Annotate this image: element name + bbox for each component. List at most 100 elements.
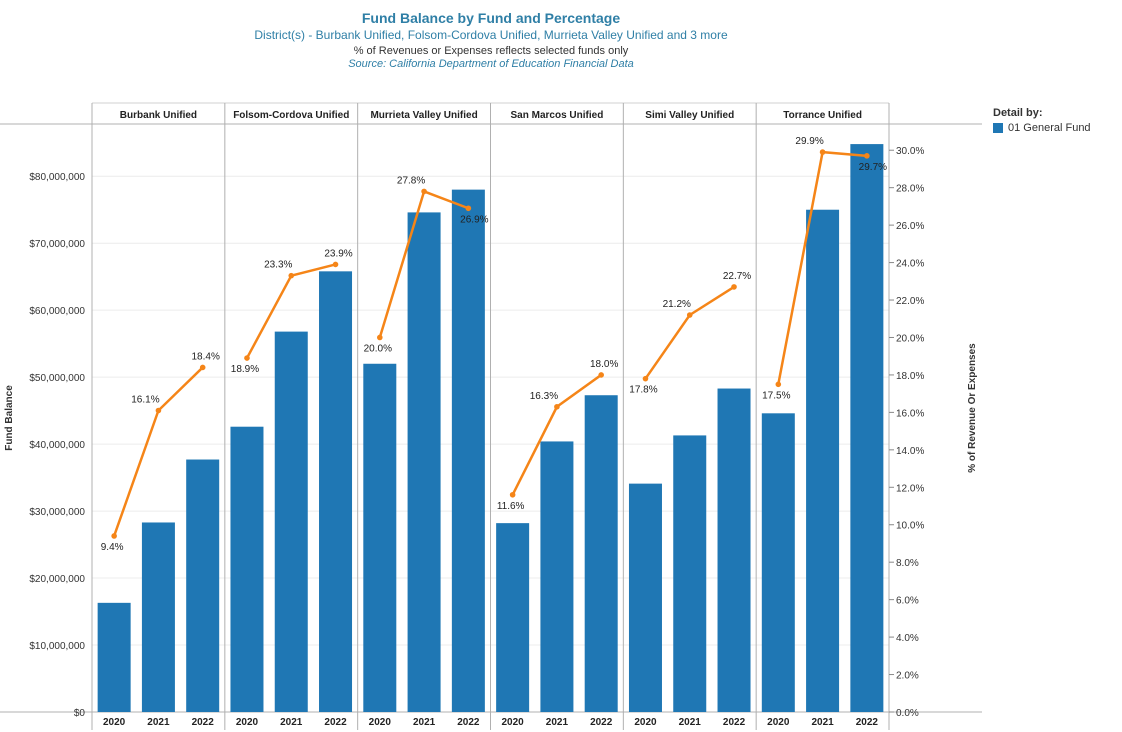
x-tick-label: 2022 — [856, 717, 879, 728]
y2-tick-label: 2.0% — [896, 671, 919, 682]
bar — [673, 435, 707, 712]
y2-tick-label: 22.0% — [896, 296, 924, 307]
y-axis-title: Fund Balance — [4, 385, 15, 451]
legend: Detail by: 01 General Fund — [993, 107, 1091, 134]
pct-data-label: 16.3% — [530, 391, 558, 402]
y2-tick-label: 26.0% — [896, 221, 924, 232]
x-tick-label: 2021 — [679, 717, 702, 728]
legend-item[interactable]: 01 General Fund — [993, 122, 1091, 134]
x-tick-label: 2021 — [413, 717, 436, 728]
x-tick-label: 2022 — [723, 717, 746, 728]
pct-point — [111, 533, 117, 539]
chart-source: Source: California Department of Educati… — [348, 58, 634, 70]
panel-header: Torrance Unified — [783, 110, 862, 121]
y2-tick-label: 10.0% — [896, 521, 924, 532]
pct-point — [642, 375, 649, 382]
pct-data-label: 20.0% — [364, 343, 392, 354]
pct-data-label: 23.3% — [264, 260, 292, 271]
x-tick-label: 2020 — [767, 717, 790, 728]
pct-point — [775, 381, 782, 388]
y2-tick-label: 18.0% — [896, 371, 924, 382]
y2-tick-label: 16.0% — [896, 408, 924, 419]
legend-swatch — [993, 123, 1003, 133]
chart-note: % of Revenues or Expenses reflects selec… — [353, 45, 629, 57]
pct-data-label: 17.5% — [762, 390, 790, 401]
pct-data-label: 18.9% — [231, 364, 259, 375]
bar — [319, 271, 353, 712]
pct-point — [686, 312, 693, 318]
bar — [451, 189, 485, 712]
bar — [230, 426, 264, 712]
x-tick-label: 2020 — [502, 717, 525, 728]
y2-tick-label: 30.0% — [896, 146, 924, 157]
x-tick-label: 2022 — [192, 717, 215, 728]
bar — [584, 395, 618, 712]
y2-tick-label: 20.0% — [896, 333, 924, 344]
y-tick-label: $40,000,000 — [29, 440, 85, 451]
pct-point — [819, 149, 826, 155]
pct-data-label: 29.9% — [795, 136, 823, 147]
panel-header: Murrieta Valley Unified — [370, 110, 477, 121]
pct-point — [288, 272, 295, 279]
y-tick-label: $20,000,000 — [29, 574, 85, 585]
pct-data-label: 27.8% — [397, 175, 425, 186]
y-tick-label: $70,000,000 — [29, 239, 85, 250]
pct-point — [465, 205, 472, 212]
y2-tick-label: 0.0% — [896, 708, 919, 719]
pct-data-label: 29.7% — [859, 162, 887, 173]
y2-tick-label: 8.0% — [896, 558, 919, 569]
pct-point — [332, 261, 339, 268]
x-tick-label: 2020 — [103, 717, 126, 728]
bar — [540, 441, 574, 712]
pct-point — [155, 407, 162, 414]
pct-point — [731, 284, 737, 290]
y2-tick-label: 14.0% — [896, 446, 924, 457]
legend-title: Detail by: — [993, 107, 1043, 119]
chart-subtitle: District(s) - Burbank Unified, Folsom-Co… — [254, 28, 728, 42]
panel-header: Simi Valley Unified — [645, 110, 734, 121]
bar — [363, 363, 397, 712]
pct-data-label: 11.6% — [497, 501, 525, 512]
pct-data-label: 23.9% — [324, 248, 352, 259]
bar — [496, 523, 530, 712]
pct-point — [554, 403, 560, 410]
bar — [97, 602, 131, 712]
y-tick-label: $60,000,000 — [29, 306, 85, 317]
pct-data-label: 18.0% — [590, 359, 618, 370]
bar — [761, 413, 795, 712]
y2-tick-label: 12.0% — [896, 483, 924, 494]
y-tick-label: $30,000,000 — [29, 507, 85, 518]
bar — [186, 459, 220, 712]
y2-tick-label: 4.0% — [896, 633, 919, 644]
x-tick-label: 2021 — [546, 717, 569, 728]
bar — [717, 388, 751, 712]
bar — [628, 483, 662, 712]
x-tick-label: 2021 — [147, 717, 170, 728]
pct-data-label: 17.8% — [629, 385, 657, 396]
pct-data-label: 18.4% — [192, 351, 220, 362]
bar — [850, 144, 884, 712]
pct-point — [509, 491, 516, 498]
panel-header: Folsom-Cordova Unified — [233, 110, 349, 121]
y-tick-label: $50,000,000 — [29, 373, 85, 384]
panel-header: Burbank Unified — [120, 110, 197, 121]
y-tick-label: $0 — [74, 708, 86, 719]
pct-data-label: 26.9% — [460, 214, 488, 225]
y-tick-label: $80,000,000 — [29, 172, 85, 183]
x-tick-label: 2020 — [634, 717, 657, 728]
x-tick-label: 2022 — [590, 717, 613, 728]
pct-point — [598, 372, 604, 378]
legend-label: 01 General Fund — [1008, 122, 1091, 134]
bar — [274, 331, 308, 712]
x-tick-label: 2020 — [236, 717, 259, 728]
x-tick-label: 2021 — [811, 717, 834, 728]
pct-point — [421, 188, 427, 195]
pct-data-label: 22.7% — [723, 271, 751, 282]
y-tick-label: $10,000,000 — [29, 641, 85, 652]
y2-tick-label: 24.0% — [896, 259, 924, 270]
y2-tick-label: 28.0% — [896, 184, 924, 195]
pct-point — [377, 334, 383, 341]
y2-tick-label: 6.0% — [896, 596, 919, 607]
bar — [407, 212, 441, 712]
